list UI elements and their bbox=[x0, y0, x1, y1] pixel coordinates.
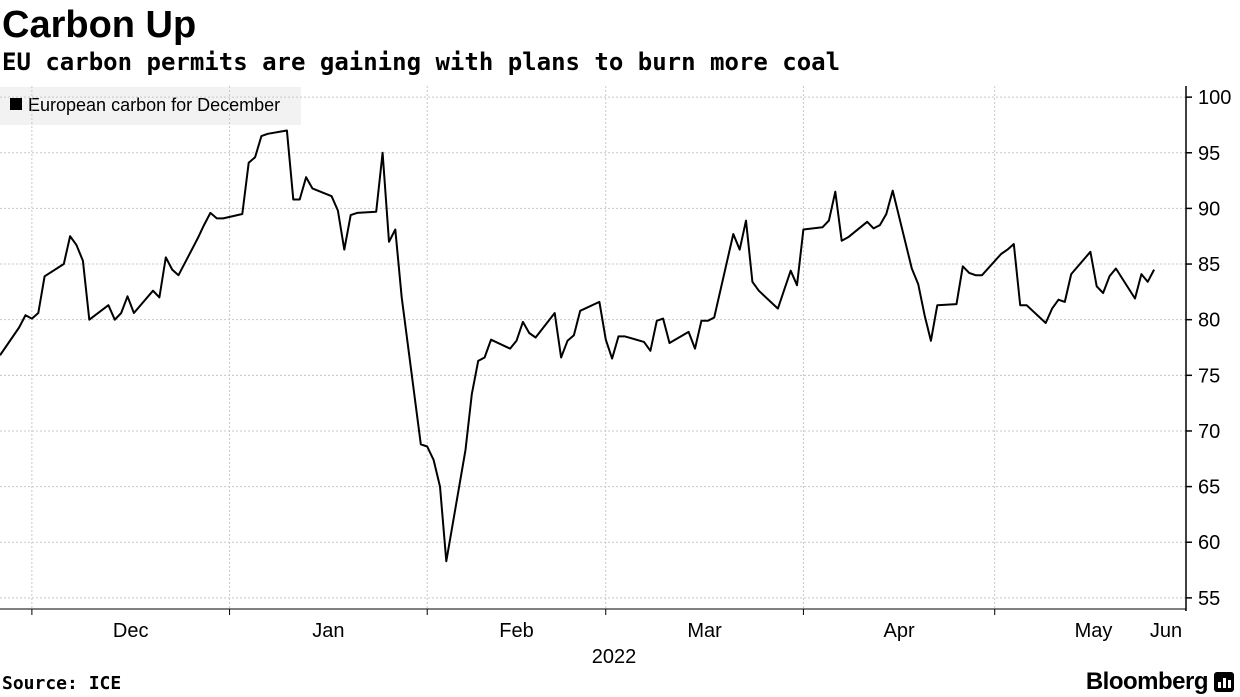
x-tick-label: Dec bbox=[113, 620, 149, 642]
x-tick-label: May bbox=[1075, 620, 1113, 642]
series-line bbox=[0, 129, 1155, 563]
y-tick-label: 95 bbox=[1198, 143, 1220, 165]
y-tick-label: 85 bbox=[1198, 254, 1220, 276]
legend-label: European carbon for December bbox=[28, 95, 281, 115]
y-tick-label: 60 bbox=[1198, 532, 1220, 554]
chart-subtitle: EU carbon permits are gaining with plans… bbox=[2, 48, 841, 76]
x-tick-label: Mar bbox=[687, 620, 722, 642]
y-tick-label: 100 bbox=[1198, 87, 1231, 109]
x-tick-label: Jan bbox=[312, 620, 344, 642]
y-tick-label: 70 bbox=[1198, 421, 1220, 443]
source-note: Source: ICE bbox=[2, 673, 122, 694]
y-tick-label: 80 bbox=[1198, 310, 1220, 332]
y-tick-label: 90 bbox=[1198, 198, 1220, 220]
x-tick-label: Feb bbox=[499, 620, 533, 642]
chart-title: Carbon Up bbox=[2, 4, 197, 46]
x-tick-label: Jun bbox=[1150, 620, 1182, 642]
x-tick-label: Apr bbox=[884, 620, 915, 642]
legend-swatch bbox=[10, 98, 22, 110]
y-tick-label: 65 bbox=[1198, 477, 1220, 499]
y-tick-label: 75 bbox=[1198, 365, 1220, 387]
bloomberg-chart-icon bbox=[1214, 672, 1234, 692]
brand-logo: Bloomberg bbox=[1086, 668, 1234, 696]
brand-name: Bloomberg bbox=[1085, 668, 1209, 695]
y-tick-label: 55 bbox=[1198, 588, 1220, 610]
legend bbox=[0, 87, 301, 125]
x-axis-year-label: 2022 bbox=[591, 646, 637, 668]
